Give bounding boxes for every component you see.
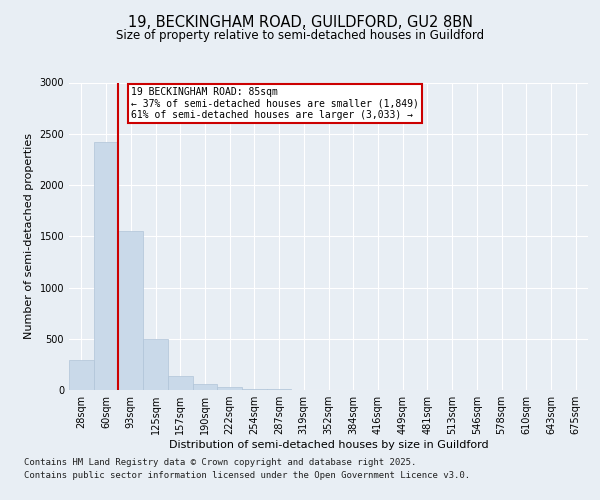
Bar [94,142,118,390]
Bar [69,360,94,390]
Bar [143,339,168,390]
Text: 19 BECKINGHAM ROAD: 85sqm
← 37% of semi-detached houses are smaller (1,849)
61% : 19 BECKINGHAM ROAD: 85sqm ← 37% of semi-… [131,87,419,120]
Bar [118,231,143,390]
Bar [168,376,193,390]
Text: Contains public sector information licensed under the Open Government Licence v3: Contains public sector information licen… [24,472,470,480]
Text: 19, BECKINGHAM ROAD, GUILDFORD, GU2 8BN: 19, BECKINGHAM ROAD, GUILDFORD, GU2 8BN [128,15,473,30]
Text: Contains HM Land Registry data © Crown copyright and database right 2025.: Contains HM Land Registry data © Crown c… [24,458,416,467]
Y-axis label: Number of semi-detached properties: Number of semi-detached properties [24,133,34,339]
Bar [217,387,242,390]
X-axis label: Distribution of semi-detached houses by size in Guildford: Distribution of semi-detached houses by … [169,440,488,450]
Text: Size of property relative to semi-detached houses in Guildford: Size of property relative to semi-detach… [116,28,484,42]
Bar [193,384,217,390]
Bar [242,389,267,390]
